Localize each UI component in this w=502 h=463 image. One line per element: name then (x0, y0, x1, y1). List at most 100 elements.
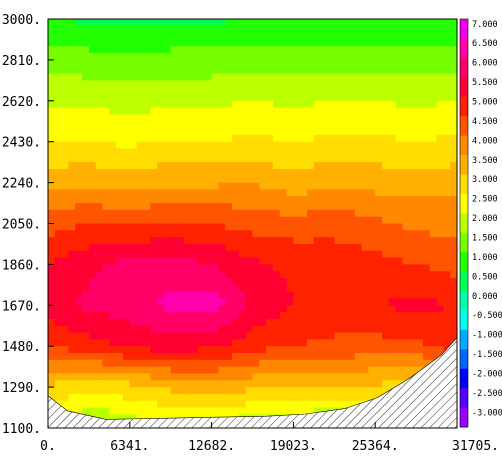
contour-cell (48, 257, 56, 265)
contour-cell (402, 73, 410, 81)
contour-cell (259, 80, 267, 88)
contour-cell (232, 380, 240, 388)
contour-cell (293, 257, 301, 265)
contour-cell (402, 189, 410, 197)
contour-cell (122, 53, 131, 61)
contour-cell (416, 73, 424, 81)
contour-cell (75, 380, 83, 388)
contour-cell (327, 128, 335, 136)
contour-cell (218, 237, 226, 245)
contour-cell (259, 59, 267, 68)
contour-cell (341, 59, 349, 68)
contour-cell (75, 162, 83, 170)
contour-cell (88, 93, 97, 102)
contour-cell (450, 278, 457, 286)
contour-cell (75, 53, 83, 61)
contour-cell (341, 318, 349, 327)
contour-cell (170, 39, 179, 47)
contour-cell (225, 305, 233, 313)
contour-cell (272, 39, 281, 47)
contour-cell (402, 243, 410, 252)
contour-cell (402, 318, 410, 327)
contour-cell (293, 203, 301, 211)
contour-cell (102, 291, 110, 300)
contour-cell (150, 278, 158, 286)
contour-cell (307, 298, 315, 306)
contour-cell (150, 332, 158, 340)
contour-cell (436, 134, 444, 143)
contour-cell (341, 305, 349, 313)
contour-cell (443, 237, 451, 245)
contour-cell (232, 168, 240, 177)
contour-cell (75, 59, 83, 68)
contour-cell (218, 243, 226, 252)
contour-cell (382, 168, 390, 177)
contour-cell (436, 175, 444, 184)
contour-cell (334, 100, 342, 109)
contour-cell (388, 284, 397, 293)
contour-cell (341, 271, 349, 279)
contour-cell (409, 353, 417, 361)
contour-cell (313, 189, 322, 197)
contour-cell (102, 141, 110, 150)
contour-cell (375, 66, 383, 75)
contour-cell (232, 87, 240, 95)
contour-cell (157, 32, 165, 41)
contour-cell (102, 312, 110, 320)
contour-cell (163, 203, 172, 211)
contour-cell (48, 93, 56, 102)
contour-cell (136, 114, 145, 122)
contour-cell (82, 380, 90, 388)
contour-cell (170, 305, 179, 313)
contour-cell (88, 25, 97, 34)
contour-cell (429, 121, 438, 129)
contour-cell (61, 243, 70, 252)
contour-cell (211, 250, 220, 259)
contour-cell (409, 196, 417, 204)
contour-cell (307, 257, 315, 265)
contour-cell (266, 141, 274, 150)
contour-cell (218, 175, 226, 184)
contour-cell (143, 271, 151, 279)
contour-cell (95, 278, 104, 286)
contour-cell (388, 32, 397, 41)
contour-cell (48, 66, 56, 75)
contour-cell (163, 318, 172, 327)
contour-cell (82, 175, 90, 184)
contour-cell (109, 134, 117, 143)
contour-cell (157, 203, 165, 211)
contour-cell (177, 339, 185, 347)
contour-cell (48, 291, 56, 300)
contour-cell (177, 162, 185, 170)
contour-cell (436, 291, 444, 300)
contour-cell (279, 66, 288, 75)
contour-cell (368, 243, 376, 252)
contour-cell (54, 155, 63, 163)
contour-cell (232, 359, 240, 368)
contour-cell (204, 155, 213, 163)
contour-cell (252, 332, 260, 340)
contour-cell (286, 373, 294, 381)
contour-cell (75, 237, 83, 245)
contour-cell (109, 107, 117, 116)
contour-cell (197, 155, 206, 163)
contour-cell (354, 175, 363, 184)
contour-cell (395, 243, 404, 252)
contour-cell (157, 298, 165, 306)
contour-cell (320, 291, 329, 300)
contour-cell (170, 366, 179, 375)
contour-cell (266, 189, 274, 197)
contour-cell (361, 291, 369, 300)
contour-cell (436, 298, 444, 306)
contour-cell (54, 359, 63, 368)
contour-cell (395, 87, 404, 95)
contour-cell (150, 291, 158, 300)
contour-cell (136, 203, 145, 211)
contour-cell (48, 264, 56, 272)
contour-cell (272, 25, 281, 34)
contour-cell (116, 203, 124, 211)
contour-cell (341, 107, 349, 116)
contour-cell (177, 400, 185, 409)
contour-cell (368, 155, 376, 163)
contour-cell (293, 53, 301, 61)
